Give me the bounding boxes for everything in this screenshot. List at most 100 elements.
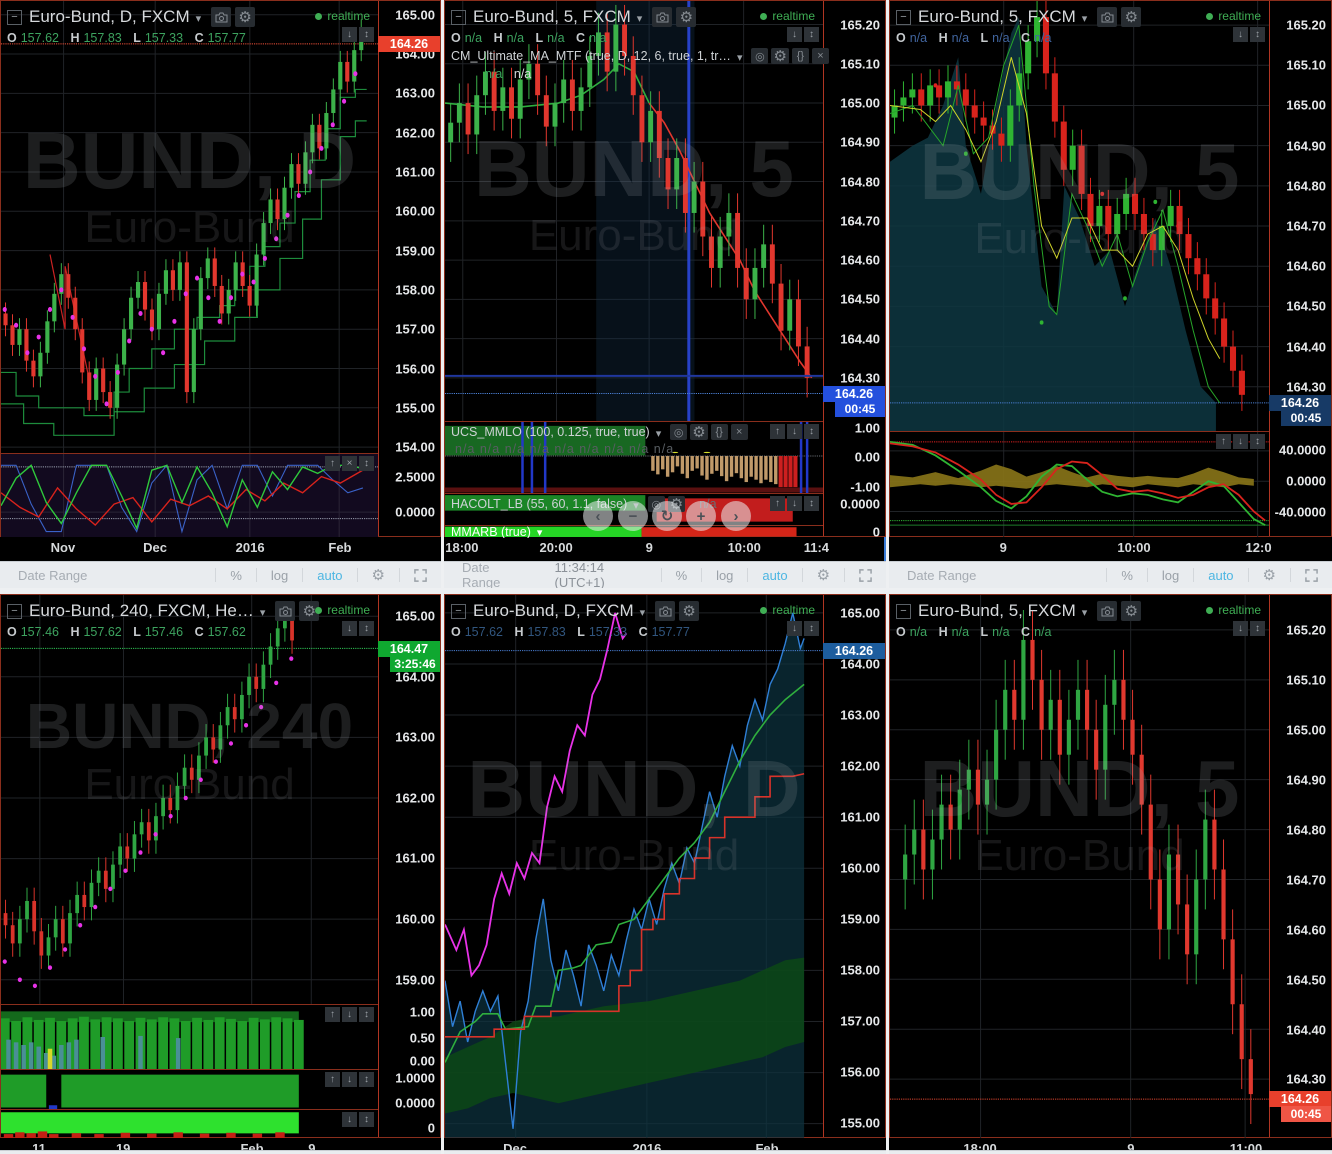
symbol-dropdown-icon[interactable]: ▾ <box>1081 12 1088 25</box>
pane-control-icon[interactable]: ↕ <box>359 27 374 42</box>
price-scale[interactable]: 165.20 165.10 165.00 164.90 164.80 164.70 164.… <box>1269 595 1331 1137</box>
pane-control-icon[interactable]: ↓ <box>342 27 357 42</box>
pane-control-icon[interactable]: ↓ <box>342 1072 357 1087</box>
symbol-title[interactable]: Euro-Bund, D, FXCM <box>29 7 190 26</box>
close-icon[interactable]: × <box>730 424 748 440</box>
chart-region[interactable]: BUND, 5 Euro-Bund 165.20 165.10 165.00 164.9… <box>889 594 1332 1138</box>
chart-properties-gear-icon[interactable]: ⚙ <box>1121 601 1142 621</box>
time-axis[interactable]: Nov Dec 2016 Feb <box>0 537 379 561</box>
pane-control-icon[interactable]: ↑ <box>1216 434 1231 449</box>
pane-control-icon[interactable]: ↓ <box>787 27 802 42</box>
percent-scale-button[interactable]: % <box>230 567 242 583</box>
pane-control-icon[interactable]: ↓ <box>787 621 802 636</box>
auto-scale-button[interactable]: auto <box>317 567 343 583</box>
snapshot-camera-icon[interactable] <box>655 601 676 621</box>
snapshot-camera-icon[interactable] <box>211 7 232 27</box>
indicator-pane-1[interactable]: ↑ ↓ ↕ <box>1 1004 378 1069</box>
auto-scale-button[interactable]: auto <box>762 567 788 583</box>
symbol-title[interactable]: Euro-Bund, 5, FXCM <box>918 601 1076 620</box>
collapse-panel-icon[interactable]: − <box>7 603 22 619</box>
chart-nav-button[interactable]: › <box>721 501 751 531</box>
pane-control-icon[interactable]: ↓ <box>1233 27 1248 42</box>
indicator-dropdown-icon[interactable]: ▾ <box>655 427 662 440</box>
log-scale-button[interactable]: log <box>716 567 734 583</box>
chart-nav-button[interactable]: − <box>618 501 648 531</box>
chart-properties-gear-icon[interactable]: ⚙ <box>676 7 697 27</box>
time-axis[interactable]: Dec 2016 Feb <box>444 1138 824 1154</box>
pane-control-icon[interactable]: × <box>342 456 357 471</box>
pane-control-icon[interactable]: ↓ <box>787 496 802 511</box>
gear-icon[interactable]: ⚙ <box>771 48 789 65</box>
collapse-panel-icon[interactable]: − <box>7 9 22 25</box>
pane-control-icon[interactable]: ↕ <box>359 1112 374 1127</box>
chart-region[interactable]: BUND, D Euro-Bund ↑ × ↕ 165.00 164.00 163.00 1… <box>0 0 441 538</box>
pane-control-icon[interactable]: ↑ <box>325 1072 340 1087</box>
pane-control-icon[interactable]: ↕ <box>1250 434 1265 449</box>
pane-control-icon[interactable]: ↑ <box>770 496 785 511</box>
pane-control-icon[interactable]: ↓ <box>1233 621 1248 636</box>
oscillator-pane[interactable]: ↑ ↓ ↕ <box>890 431 1269 538</box>
mmarb-label[interactable]: MMARB (true) <box>451 525 531 538</box>
chart-properties-gear-icon[interactable]: ⚙ <box>1121 7 1142 27</box>
chart-region[interactable]: BUND, 240 Euro-Bund ↑ ↓ ↕ ↑ ↓ ↕ ↓ ↕ 165.00 164.… <box>0 594 441 1139</box>
symbol-title[interactable]: Euro-Bund, D, FXCM <box>473 601 634 620</box>
snapshot-camera-icon[interactable] <box>1097 601 1118 621</box>
chart-nav-button[interactable]: ‹ <box>583 501 613 531</box>
ucs-mmlo-label[interactable]: UCS_MMLO (100, 0.125, true, true) <box>451 425 650 439</box>
pane-control-icon[interactable]: ↕ <box>804 424 819 439</box>
pane-control-icon[interactable]: ↑ <box>325 456 340 471</box>
pane-control-icon[interactable]: ↕ <box>804 496 819 511</box>
pane-control-icon[interactable]: ↓ <box>342 621 357 636</box>
symbol-dropdown-icon[interactable]: ▾ <box>259 606 266 619</box>
price-scale[interactable]: 165.20 165.10 165.00 164.90 164.80 164.70 164.… <box>823 1 885 540</box>
collapse-panel-icon[interactable]: − <box>451 9 466 25</box>
indicator-dropdown-icon[interactable]: ▾ <box>536 527 543 538</box>
price-scale[interactable]: 165.00 164.00 163.00 162.00 161.00 160.00 159.… <box>823 595 885 1137</box>
pane-control-icon[interactable]: ↑ <box>770 424 785 439</box>
chart-region[interactable]: BUND, 5 Euro-Bund UCS_MMLO (100, 0.125, t… <box>444 0 886 540</box>
log-scale-button[interactable]: log <box>1161 567 1180 583</box>
source-code-icon[interactable]: {} <box>791 48 809 64</box>
ucs-mmlo-pane[interactable]: UCS_MMLO (100, 0.125, true, true) ▾ ◎ ⚙ … <box>445 421 823 493</box>
fullscreen-icon[interactable] <box>400 568 441 582</box>
source-code-icon[interactable]: {} <box>710 424 728 440</box>
symbol-dropdown-icon[interactable]: ▾ <box>1081 606 1088 619</box>
symbol-title[interactable]: Euro-Bund, 240, FXCM, He… <box>29 601 254 620</box>
chart-properties-gear-icon[interactable]: ⚙ <box>679 601 700 621</box>
main-plot-area[interactable]: BUND, D Euro-Bund <box>1 1 378 453</box>
percent-scale-button[interactable]: % <box>1121 567 1133 583</box>
symbol-title[interactable]: Euro-Bund, 5, FXCM <box>918 7 1076 26</box>
date-range-button[interactable]: Date Range <box>462 560 501 588</box>
cm-ultimate-indicator-row[interactable]: CM_Ultimate_MA_MTF (true, D, 12, 6, true… <box>451 48 829 65</box>
symbol-title[interactable]: Euro-Bund, 5, FXCM <box>473 7 631 26</box>
toolbar-gear-icon[interactable]: ⚙ <box>816 567 831 584</box>
chart-nav-button[interactable]: + <box>686 501 716 531</box>
collapse-panel-icon[interactable]: − <box>451 603 466 619</box>
indicator-pane-2[interactable]: ↑ ↓ ↕ <box>1 1069 378 1109</box>
close-icon[interactable]: × <box>811 48 829 64</box>
symbol-dropdown-icon[interactable]: ▾ <box>639 606 646 619</box>
price-scale[interactable]: 165.00 164.00 163.00 162.00 161.00 160.00 159.… <box>378 1 440 536</box>
pane-control-icon[interactable]: ↑ <box>325 1007 340 1022</box>
collapse-panel-icon[interactable]: − <box>896 9 911 25</box>
eye-icon[interactable]: ◎ <box>751 48 769 64</box>
percent-scale-button[interactable]: % <box>675 567 688 583</box>
snapshot-camera-icon[interactable] <box>275 601 296 621</box>
pane-control-icon[interactable]: ↕ <box>359 456 374 471</box>
chart-region[interactable]: BUND, D Euro-Bund 165.00 164.00 163.00 162.0… <box>444 594 886 1139</box>
symbol-dropdown-icon[interactable]: ▾ <box>636 12 643 25</box>
indicator-pane-3[interactable]: ↓ ↕ <box>1 1109 378 1139</box>
main-plot-area[interactable]: BUND, 240 Euro-Bund <box>1 595 378 1004</box>
eye-icon[interactable]: ◎ <box>670 424 688 440</box>
pane-control-icon[interactable]: ↕ <box>804 27 819 42</box>
toolbar-gear-icon[interactable]: ⚙ <box>371 567 385 584</box>
pane-control-icon[interactable]: ↓ <box>342 1007 357 1022</box>
pane-control-icon[interactable]: ↕ <box>804 621 819 636</box>
chart-properties-gear-icon[interactable]: ⚙ <box>299 601 320 621</box>
symbol-dropdown-icon[interactable]: ▾ <box>195 12 202 25</box>
collapse-panel-icon[interactable]: − <box>896 603 911 619</box>
pane-control-icon[interactable]: ↓ <box>787 424 802 439</box>
indicator-dropdown-icon[interactable]: ▾ <box>736 51 743 64</box>
